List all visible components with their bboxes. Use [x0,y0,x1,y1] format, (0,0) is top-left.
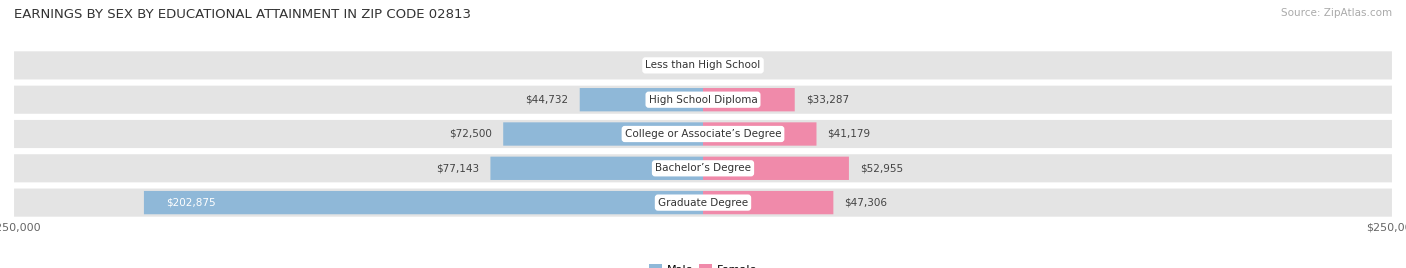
FancyBboxPatch shape [703,157,849,180]
Text: $202,875: $202,875 [166,198,215,208]
FancyBboxPatch shape [703,122,817,146]
Text: College or Associate’s Degree: College or Associate’s Degree [624,129,782,139]
Text: $44,732: $44,732 [526,95,568,105]
FancyBboxPatch shape [579,88,703,111]
FancyBboxPatch shape [14,154,1392,182]
Text: Bachelor’s Degree: Bachelor’s Degree [655,163,751,173]
FancyBboxPatch shape [14,189,1392,217]
Text: Less than High School: Less than High School [645,60,761,70]
Text: $0: $0 [679,60,692,70]
Legend: Male, Female: Male, Female [644,260,762,268]
Text: Source: ZipAtlas.com: Source: ZipAtlas.com [1281,8,1392,18]
FancyBboxPatch shape [491,157,703,180]
FancyBboxPatch shape [143,191,703,214]
FancyBboxPatch shape [14,120,1392,148]
Text: $33,287: $33,287 [806,95,849,105]
Text: $41,179: $41,179 [828,129,870,139]
Text: Graduate Degree: Graduate Degree [658,198,748,208]
FancyBboxPatch shape [14,86,1392,114]
FancyBboxPatch shape [14,51,1392,79]
Text: $0: $0 [714,60,727,70]
Text: $47,306: $47,306 [845,198,887,208]
Text: EARNINGS BY SEX BY EDUCATIONAL ATTAINMENT IN ZIP CODE 02813: EARNINGS BY SEX BY EDUCATIONAL ATTAINMEN… [14,8,471,21]
Text: $52,955: $52,955 [860,163,903,173]
Text: $72,500: $72,500 [450,129,492,139]
Text: High School Diploma: High School Diploma [648,95,758,105]
FancyBboxPatch shape [503,122,703,146]
Text: $77,143: $77,143 [436,163,479,173]
FancyBboxPatch shape [703,191,834,214]
FancyBboxPatch shape [703,88,794,111]
